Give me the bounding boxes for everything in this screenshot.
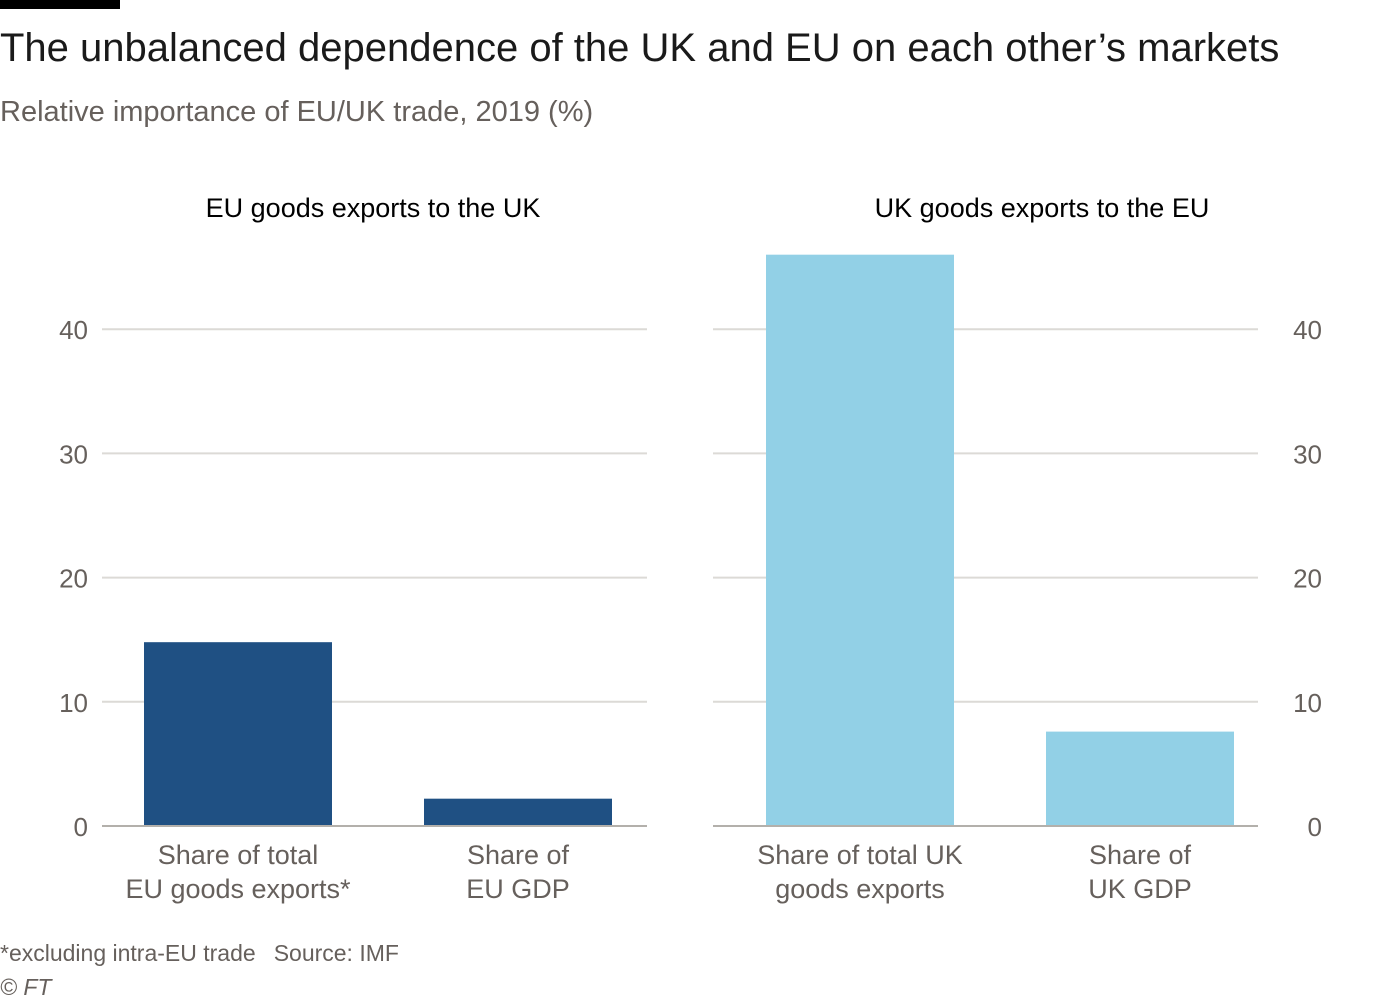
- bar-uk-0: [766, 254, 954, 826]
- y-tick-uk-10: 10: [1293, 688, 1322, 718]
- bar-eu-1: [424, 798, 612, 826]
- footer: *excluding intra-EU trade Source: IMF: [0, 940, 417, 967]
- panel-title-uk: UK goods exports to the EU: [874, 193, 1210, 223]
- footnote: *excluding intra-EU trade: [0, 940, 256, 966]
- y-tick-eu-0: 0: [74, 812, 88, 842]
- category-label-eu-1-0: Share of: [467, 840, 570, 870]
- source-note: Source: IMF: [273, 940, 399, 966]
- y-tick-eu-30: 30: [59, 439, 88, 469]
- y-tick-uk-0: 0: [1308, 812, 1322, 842]
- y-tick-eu-20: 20: [59, 564, 88, 594]
- copyright: © FT: [0, 974, 52, 1000]
- category-label-uk-1-1: UK GDP: [1088, 874, 1192, 904]
- y-tick-uk-40: 40: [1293, 315, 1322, 345]
- y-tick-eu-40: 40: [59, 315, 88, 345]
- y-tick-uk-20: 20: [1293, 564, 1322, 594]
- panel-title-eu: EU goods exports to the UK: [205, 193, 541, 223]
- bar-uk-1: [1046, 731, 1234, 826]
- category-label-eu-0-1: EU goods exports*: [125, 874, 351, 904]
- chart-title: The unbalanced dependence of the UK and …: [0, 26, 1280, 70]
- category-label-uk-0-0: Share of total UK: [757, 840, 963, 870]
- category-label-eu-0-0: Share of total: [158, 840, 319, 870]
- category-label-uk-0-1: goods exports: [775, 874, 945, 904]
- category-label-eu-1-1: EU GDP: [466, 874, 570, 904]
- top-accent-bar: [0, 0, 120, 9]
- bar-eu-0: [144, 642, 332, 826]
- chart-subtitle: Relative importance of EU/UK trade, 2019…: [0, 96, 594, 128]
- y-tick-uk-30: 30: [1293, 439, 1322, 469]
- category-label-uk-1-0: Share of: [1089, 840, 1192, 870]
- y-tick-eu-10: 10: [59, 688, 88, 718]
